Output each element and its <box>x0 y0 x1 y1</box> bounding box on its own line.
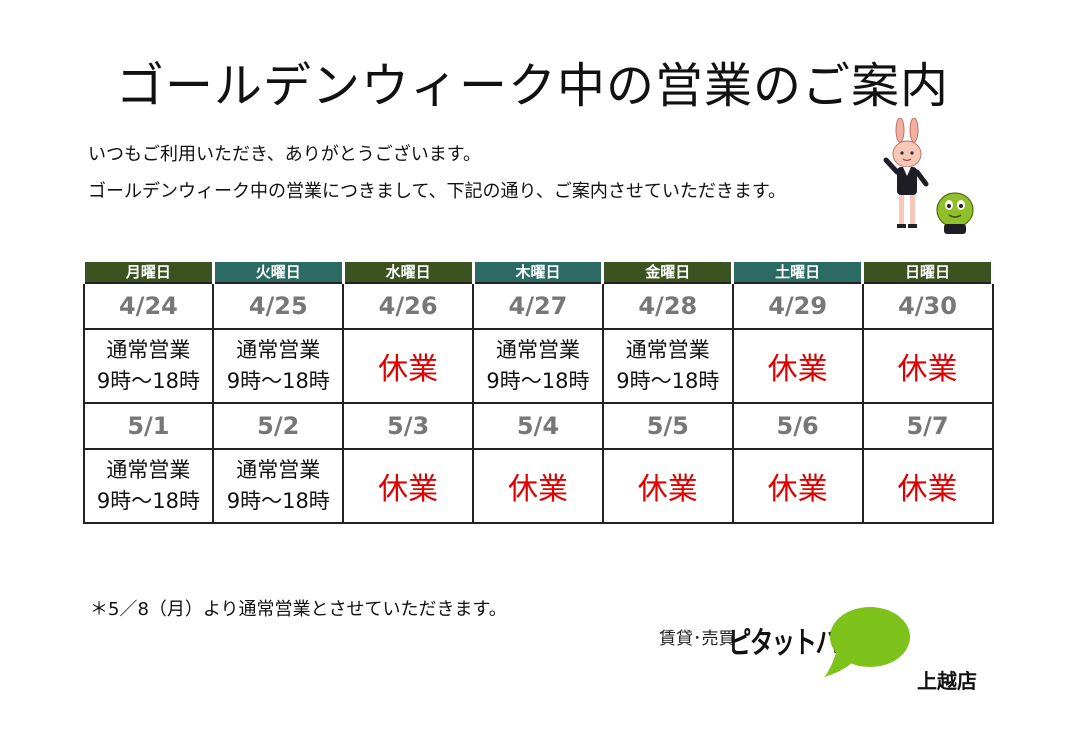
date-cell: 5/5 <box>601 402 734 450</box>
hours-label: 9時～18時 <box>616 369 720 393</box>
date-cell: 4/28 <box>601 282 734 330</box>
hours-label: 9時～18時 <box>96 369 200 393</box>
date-cell: 4/27 <box>472 282 604 330</box>
date-cell: 4/26 <box>342 282 475 330</box>
open-label: 通常営業 <box>236 338 321 362</box>
weekday-header: 水曜日 <box>341 262 475 284</box>
closed-cell: 休業 <box>861 328 994 404</box>
date-cell: 5/1 <box>82 402 215 450</box>
weekday-header: 月曜日 <box>82 262 215 284</box>
date-cell: 4/25 <box>212 282 345 330</box>
logo-subtext: 賃貸･売買 <box>659 629 736 649</box>
closed-cell: 休業 <box>601 448 734 524</box>
hours-label: 9時～18時 <box>226 489 330 513</box>
greeting-text: いつもご利用いただき、ありがとうございます。 <box>88 144 481 165</box>
open-label: 通常営業 <box>106 458 191 482</box>
open-hours-cell: 通常営業 9時～18時 <box>82 328 215 404</box>
closed-cell: 休業 <box>731 328 864 404</box>
open-label: 通常営業 <box>625 338 710 362</box>
hours-label: 9時～18時 <box>96 489 200 513</box>
announcement-text: ゴールデンウィーク中の営業につきまして、下記の通り、ご案内させていただきます。 <box>88 181 787 202</box>
weekday-header: 金曜日 <box>601 262 735 284</box>
date-row-week2: 5/1 5/2 5/3 5/4 5/5 5/6 5/7 <box>82 402 994 450</box>
weekday-header-row: 月曜日 火曜日 水曜日 木曜日 金曜日 土曜日 日曜日 <box>82 262 994 284</box>
date-cell: 4/24 <box>82 282 215 330</box>
speech-bubble-logo-icon <box>824 607 910 677</box>
branch-name: 上越店 <box>917 669 977 693</box>
schedule-table: 月曜日 火曜日 水曜日 木曜日 金曜日 土曜日 日曜日 4/24 4/25 4/… <box>82 262 994 524</box>
resume-note: ＊5／8（月）より通常営業とさせていただきます。 <box>90 599 507 620</box>
date-cell: 5/7 <box>861 402 994 450</box>
open-hours-cell: 通常営業 9時～18時 <box>601 328 734 404</box>
page-title: ゴールデンウィーク中の営業のご案内 <box>115 58 949 114</box>
open-hours-cell: 通常営業 9時～18時 <box>472 328 604 404</box>
open-label: 通常営業 <box>236 458 321 482</box>
weekday-header: 火曜日 <box>211 262 345 284</box>
date-cell: 4/29 <box>731 282 864 330</box>
closed-cell: 休業 <box>342 448 475 524</box>
date-cell: 5/2 <box>212 402 345 450</box>
closed-cell: 休業 <box>731 448 864 524</box>
date-cell: 5/4 <box>472 402 604 450</box>
weekday-header: 土曜日 <box>731 262 865 284</box>
closed-cell: 休業 <box>342 328 475 404</box>
open-label: 通常営業 <box>495 338 580 362</box>
closed-cell: 休業 <box>472 448 604 524</box>
date-row-week1: 4/24 4/25 4/26 4/27 4/28 4/29 4/30 <box>82 282 994 330</box>
mascot-illustration <box>883 118 974 234</box>
weekday-header: 木曜日 <box>471 262 605 284</box>
open-label: 通常営業 <box>106 338 191 362</box>
open-hours-cell: 通常営業 9時～18時 <box>212 328 345 404</box>
hours-label: 9時～18時 <box>226 369 330 393</box>
date-cell: 4/30 <box>861 282 994 330</box>
open-hours-cell: 通常営業 9時～18時 <box>212 448 345 524</box>
status-row-week2: 通常営業 9時～18時 通常営業 9時～18時 休業 休業 休業 休業 休業 <box>82 448 994 524</box>
date-cell: 5/3 <box>342 402 475 450</box>
date-cell: 5/6 <box>731 402 864 450</box>
hours-label: 9時～18時 <box>486 369 590 393</box>
open-hours-cell: 通常営業 9時～18時 <box>82 448 215 524</box>
closed-cell: 休業 <box>861 448 994 524</box>
status-row-week1: 通常営業 9時～18時 通常営業 9時～18時 休業 通常営業 9時～18時 通常営業… <box>82 328 994 404</box>
weekday-header: 日曜日 <box>861 262 994 284</box>
